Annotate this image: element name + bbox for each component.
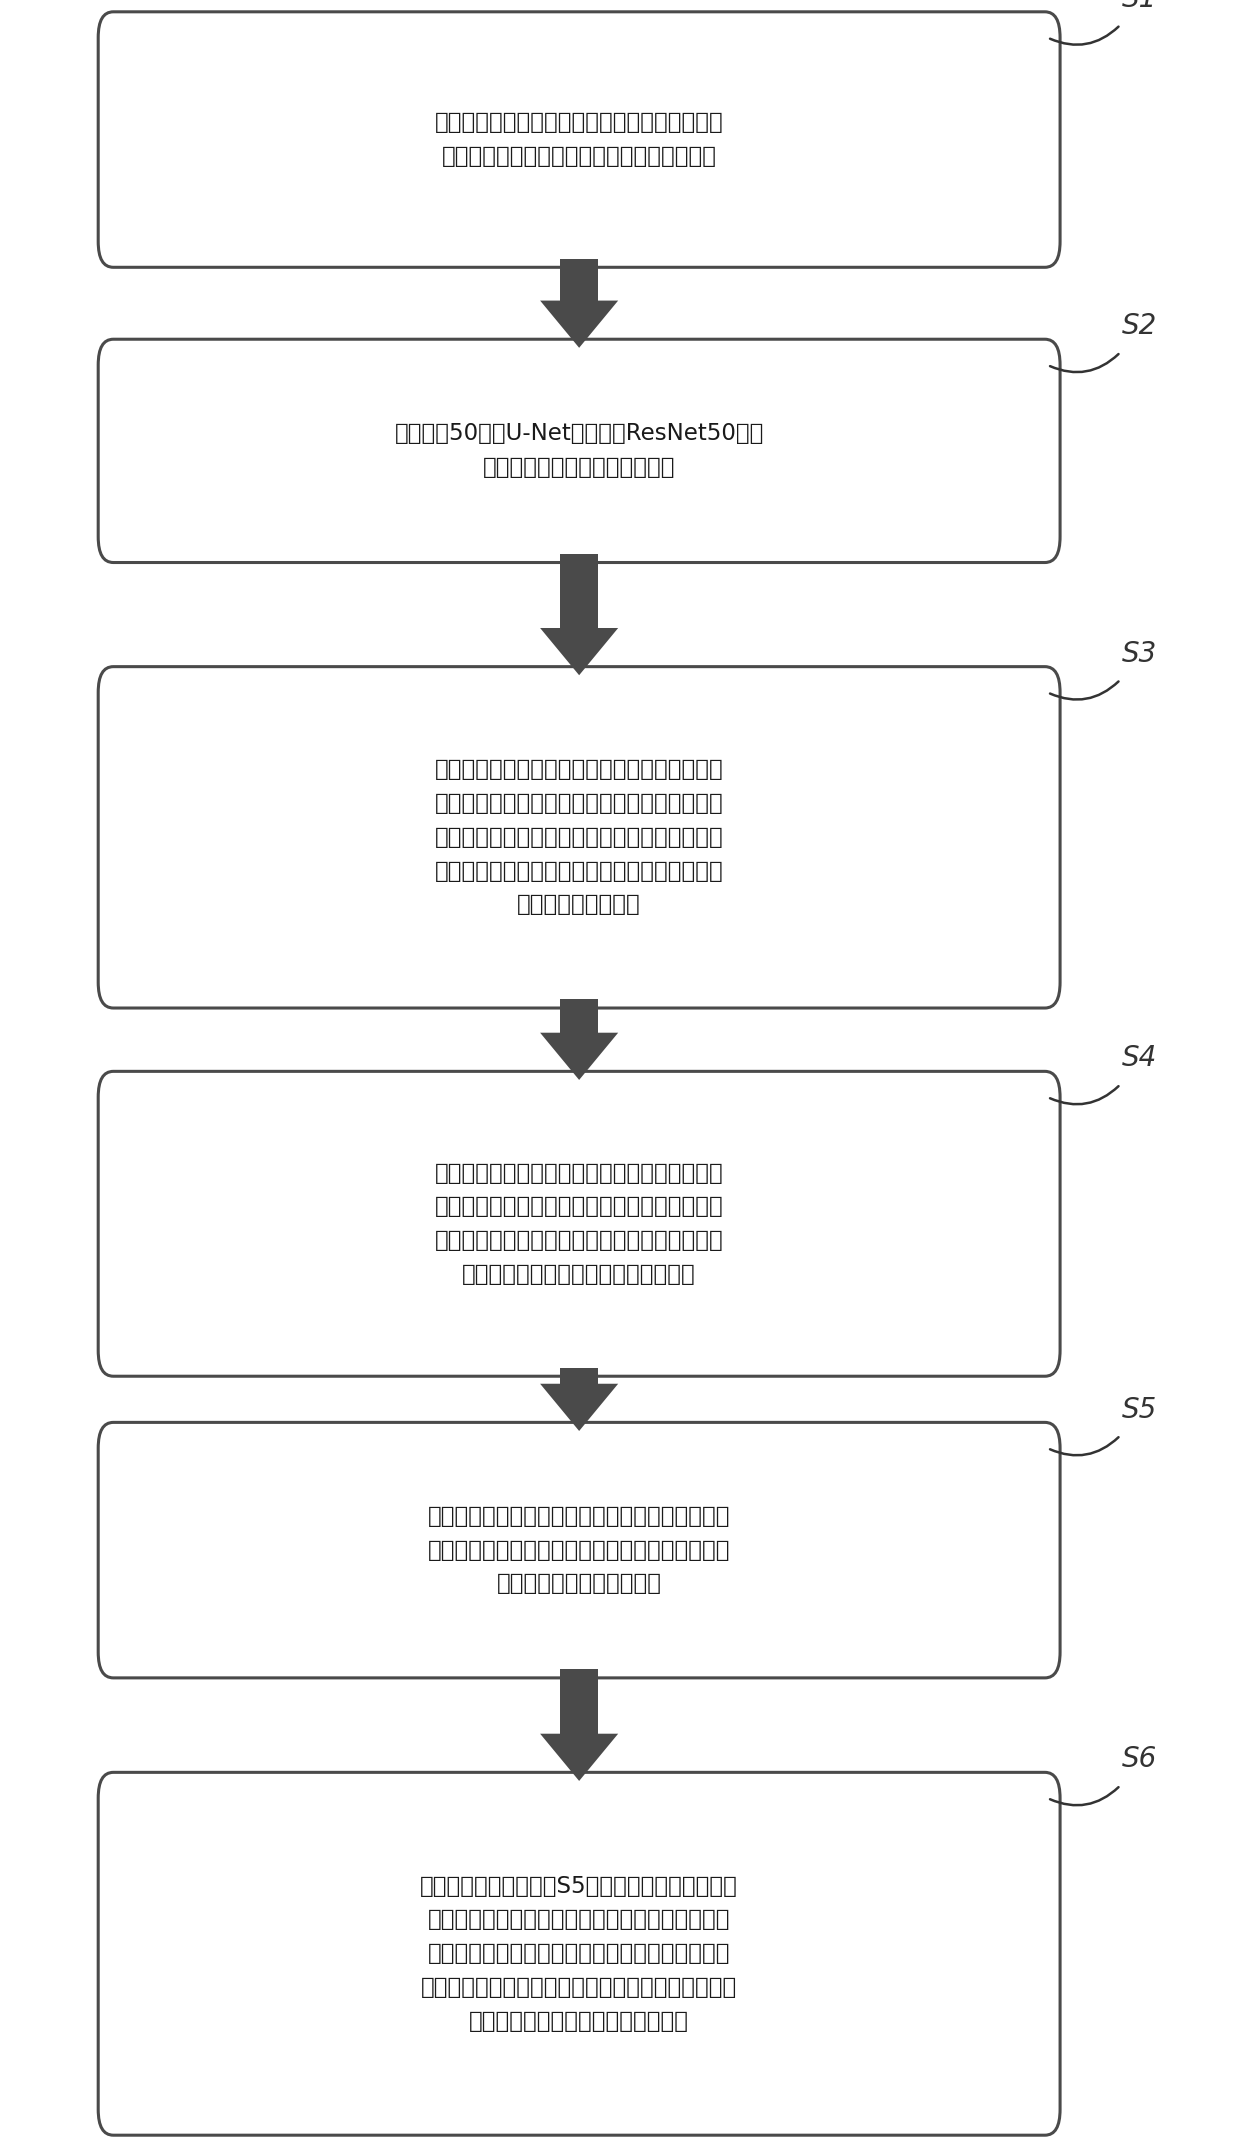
- Text: 对采集的物料图像和母液图像使用双滤波法进行
预处理，得到预处理后的物料图像和母液图像: 对采集的物料图像和母液图像使用双滤波法进行 预处理，得到预处理后的物料图像和母液…: [434, 112, 724, 167]
- Text: 将实时采集的所述物料图像和所述母液图像输入至
所述最优网络模型中，得到物料厚度、物料颜色、
母液流量、母液颜色的数据: 将实时采集的所述物料图像和所述母液图像输入至 所述最优网络模型中，得到物料厚度、…: [428, 1505, 730, 1595]
- Polygon shape: [540, 1383, 618, 1430]
- FancyBboxPatch shape: [98, 1421, 1060, 1679]
- Text: S2: S2: [1122, 311, 1157, 341]
- Text: S4: S4: [1122, 1043, 1157, 1074]
- Polygon shape: [560, 1670, 598, 1735]
- Text: 将所述物料图像测过集和所述母液图像测过集输
入至所述多个训练后的网络模型，根据每个训练
后的网络模型得出的测试集评价指标，选取像素
准确率和交并比最优值的最优网: 将所述物料图像测过集和所述母液图像测过集输 入至所述多个训练后的网络模型，根据每…: [434, 1162, 724, 1286]
- Polygon shape: [560, 258, 598, 301]
- Text: 分别将所述预处理后的物料图像和母液图像随机
分为训练集和测试集，对所述物料图像训练集和
所述液图像训练集进行数据扩增后输入至所述网
络模型中进行训练，根据所述训: 分别将所述预处理后的物料图像和母液图像随机 分为训练集和测试集，对所述物料图像训…: [434, 758, 724, 917]
- Polygon shape: [540, 627, 618, 674]
- Text: 使用频域分析法对所述S5中输入的所述物料图像和
所述母液图像进行模糊状态分析，根据图像频谱判
断图像是否处于模糊状态，若判定图像处于模糊状
态，则需要进行视镜清: 使用频域分析法对所述S5中输入的所述物料图像和 所述母液图像进行模糊状态分析，根…: [421, 1874, 738, 2033]
- FancyBboxPatch shape: [98, 339, 1060, 563]
- Text: S6: S6: [1122, 1746, 1157, 1773]
- FancyBboxPatch shape: [98, 1071, 1060, 1376]
- Text: 搭建一个50层的U-Net网络并以ResNet50残差
网络为主要网络结构的网络模型: 搭建一个50层的U-Net网络并以ResNet50残差 网络为主要网络结构的网络…: [394, 423, 764, 479]
- Polygon shape: [560, 1368, 598, 1383]
- FancyBboxPatch shape: [98, 1773, 1060, 2134]
- Text: S1: S1: [1122, 0, 1157, 13]
- Polygon shape: [560, 554, 598, 627]
- Text: S5: S5: [1122, 1396, 1157, 1423]
- Text: S3: S3: [1122, 640, 1157, 668]
- FancyBboxPatch shape: [98, 13, 1060, 266]
- Polygon shape: [560, 1001, 598, 1033]
- Polygon shape: [540, 1033, 618, 1080]
- Polygon shape: [540, 301, 618, 348]
- FancyBboxPatch shape: [98, 666, 1060, 1007]
- Polygon shape: [540, 1735, 618, 1782]
